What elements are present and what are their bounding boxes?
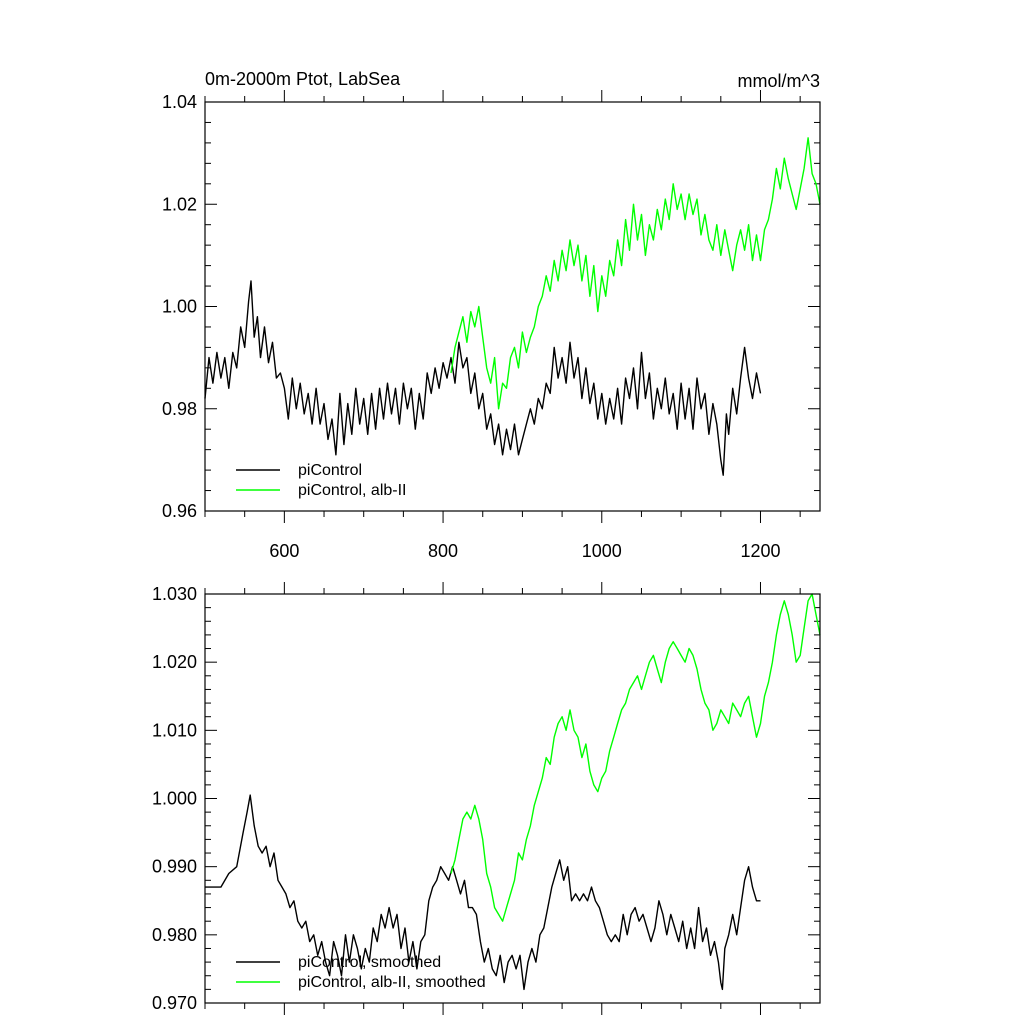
y-tick-label: 1.030 (152, 584, 197, 604)
y-tick-label: 0.980 (152, 925, 197, 945)
bottom-panel-tick-labels: 0.970 0.980 0.990 1.000 1.010 1.020 1.030 (152, 584, 197, 1013)
y-tick-label: 1.020 (152, 652, 197, 672)
y-tick-label: 0.990 (152, 857, 197, 877)
y-tick-label: 0.96 (162, 501, 197, 521)
y-tick-label: 1.000 (152, 789, 197, 809)
legend-label-alb-ii-smoothed: piControl, alb-II, smoothed (298, 974, 486, 991)
y-tick-label: 0.98 (162, 399, 197, 419)
x-tick-label: 1000 (582, 541, 622, 561)
bottom-panel-ticks (204, 582, 820, 1015)
legend-label-alb-ii: piControl, alb-II (298, 482, 407, 499)
x-tick-label: 1200 (740, 541, 780, 561)
series-line-picontrol-smoothed (205, 794, 761, 991)
top-panel: 0m-2000m Ptot, LabSea mmol/m^3 0.96 0.98 1… (162, 69, 821, 561)
top-panel-tick-labels: 0.96 0.98 1.00 1.02 1.04 600 800 1000 1200 (162, 92, 781, 561)
top-panel-lines (204, 137, 821, 476)
y-tick-label: 1.02 (162, 194, 197, 214)
series-line-picontrol (204, 280, 762, 476)
top-panel-title: 0m-2000m Ptot, LabSea (205, 69, 401, 89)
bottom-panel-lines (205, 593, 821, 991)
top-panel-units: mmol/m^3 (738, 71, 820, 91)
legend-label-picontrol: piControl (298, 462, 362, 479)
bottom-panel-frame (204, 593, 821, 1004)
x-tick-label: 800 (428, 541, 458, 561)
bottom-panel-legend: piControl, smoothed piControl, alb-II, s… (236, 954, 486, 991)
bottom-panel: 0.970 0.980 0.990 1.000 1.010 1.020 1.030 piCo… (152, 582, 821, 1015)
series-line-picontrol-alb-ii (450, 137, 821, 410)
y-tick-label: 1.04 (162, 92, 197, 112)
y-tick-label: 1.00 (162, 297, 197, 317)
x-tick-label: 600 (269, 541, 299, 561)
y-tick-label: 0.970 (152, 993, 197, 1013)
series-line-picontrol-alb-ii-smoothed (450, 593, 821, 922)
y-tick-label: 1.010 (152, 720, 197, 740)
top-panel-ticks (204, 90, 820, 523)
top-panel-legend: piControl piControl, alb-II (236, 462, 407, 499)
legend-label-picontrol-smoothed: piControl, smoothed (298, 954, 441, 971)
top-panel-frame (204, 101, 821, 512)
